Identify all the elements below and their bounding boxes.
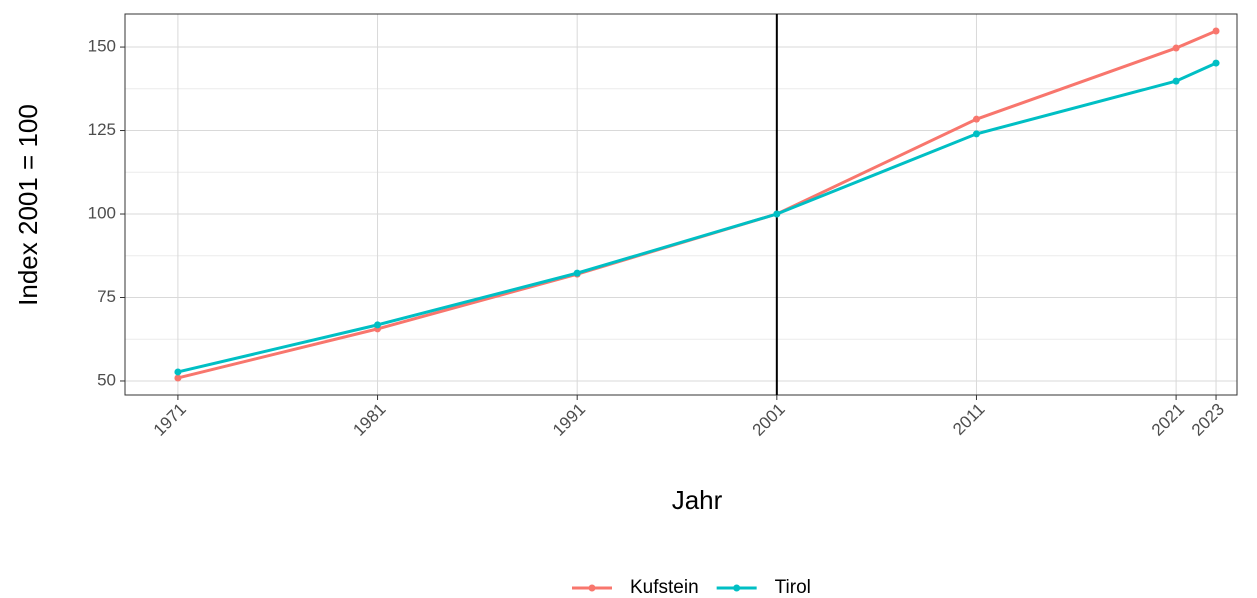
- legend-swatch-point: [588, 584, 596, 592]
- y-tick-label: 50: [97, 370, 116, 389]
- y-tick-label: 100: [88, 204, 116, 223]
- point: [972, 115, 980, 123]
- legend-swatch-point: [733, 584, 741, 592]
- x-tick-label: 2023: [1188, 400, 1228, 440]
- y-tick-label: 75: [97, 287, 116, 306]
- x-tick-label: 2011: [949, 400, 988, 439]
- line: [177, 61, 1217, 374]
- point: [1172, 44, 1180, 52]
- line: [177, 29, 1217, 380]
- x-tick-label: 1971: [150, 400, 190, 440]
- point: [174, 368, 182, 376]
- point: [1212, 27, 1220, 35]
- point: [773, 210, 781, 218]
- y-axis-title: Index 2001 = 100: [13, 104, 43, 306]
- legend-item: Tirol: [716, 577, 811, 598]
- x-tick-label: 1981: [349, 400, 389, 440]
- point: [1172, 77, 1180, 85]
- legend-item: Kufstein: [572, 577, 699, 598]
- y-tick-label: 125: [88, 120, 116, 139]
- x-tick-label: 2001: [749, 400, 789, 440]
- x-axis-title: Jahr: [672, 485, 723, 515]
- point: [573, 269, 581, 277]
- point: [374, 321, 382, 329]
- point: [174, 374, 182, 382]
- x-tick-label: 2021: [1148, 400, 1188, 440]
- legend-label: Tirol: [775, 577, 811, 598]
- legend-label: Kufstein: [630, 577, 699, 598]
- point: [972, 130, 980, 138]
- plot-border: [124, 13, 1238, 396]
- y-tick-label: 150: [88, 37, 116, 56]
- point: [1212, 59, 1220, 67]
- x-tick-label: 1991: [549, 400, 589, 440]
